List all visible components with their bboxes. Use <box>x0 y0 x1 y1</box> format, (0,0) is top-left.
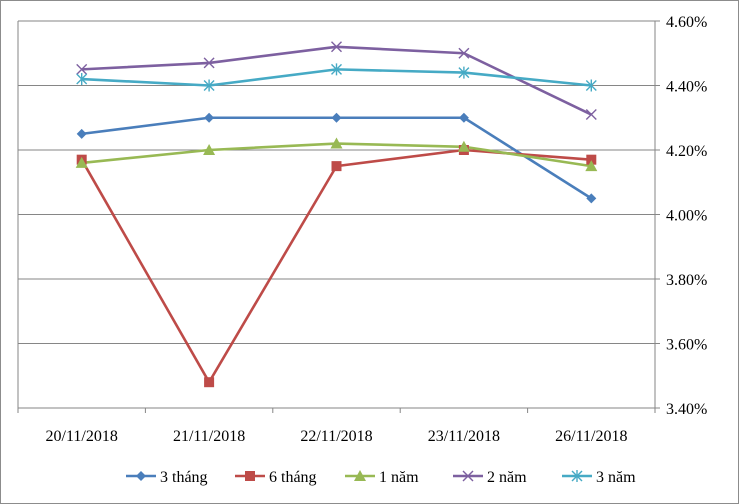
y-tick-label: 3.80% <box>666 272 707 289</box>
legend-label-4: 3 năm <box>596 469 636 486</box>
legend-marker-1 <box>245 471 255 481</box>
data-point-s3-1-stroke-b <box>203 57 215 69</box>
data-point-s1-2 <box>331 161 342 172</box>
data-point-s3-4-stroke-b <box>585 109 597 121</box>
legend-label-0: 3 tháng <box>160 469 208 486</box>
series-line-3 <box>81 45 592 116</box>
data-point-s2-3 <box>457 140 470 152</box>
legend-label-2: 1 năm <box>379 469 419 486</box>
tick-labels: 3.40% 3.60% 3.80% 4.00% 4.20% 4.40% 4.60% 20/11… <box>46 14 708 445</box>
data-point-s0-2 <box>331 112 342 123</box>
data-point-s3-0 <box>76 63 88 75</box>
data-point-s3-1 <box>203 57 215 69</box>
legend: 3 tháng 6 tháng 1 năm 2 năm 3 năm <box>126 469 636 486</box>
legend-marker-3-stroke-b <box>462 470 474 482</box>
series-markers <box>75 41 598 388</box>
series-line-1 <box>80 148 592 384</box>
data-point-s2-2 <box>330 137 343 149</box>
data-point-s2-0 <box>75 156 88 168</box>
data-point-s0-0 <box>76 128 87 139</box>
data-point-s4-1 <box>203 79 215 92</box>
data-point-s3-2 <box>331 41 342 53</box>
data-point-s3-4 <box>585 109 597 121</box>
data-point-s0-4 <box>586 193 597 204</box>
data-point-s4-4 <box>585 79 597 92</box>
data-point-s3-2-stroke-b <box>331 41 342 53</box>
y-tick-label: 4.20% <box>666 143 707 160</box>
data-point-s1-4 <box>586 154 597 165</box>
series-line-0 <box>81 116 592 200</box>
legend-marker-4 <box>571 470 583 482</box>
data-point-s3-3 <box>458 47 470 59</box>
y-tick-label: 4.60% <box>666 14 707 31</box>
data-point-s4-2 <box>331 63 342 76</box>
x-tick-label: 26/11/2018 <box>555 428 627 445</box>
data-point-s4-3 <box>458 66 470 79</box>
y-tick-label: 4.40% <box>666 79 707 96</box>
x-tick-label: 22/11/2018 <box>300 428 372 445</box>
legend-marker-3 <box>462 470 474 482</box>
axes <box>17 20 660 413</box>
data-point-s0-1 <box>204 112 215 123</box>
y-tick-label: 3.60% <box>666 337 707 354</box>
legend-marker-2 <box>354 470 366 481</box>
x-tick-label: 23/11/2018 <box>428 428 500 445</box>
data-point-s1-1 <box>204 377 215 388</box>
y-tick-label: 3.40% <box>666 401 707 418</box>
legend-label-3: 2 năm <box>487 469 527 486</box>
data-point-s2-1 <box>203 144 216 155</box>
x-tick-label: 21/11/2018 <box>173 428 245 445</box>
data-point-s0-3 <box>458 112 469 123</box>
data-point-s3-0-stroke-b <box>76 63 88 75</box>
x-tick-label: 20/11/2018 <box>46 428 118 445</box>
data-point-s3-3-stroke-b <box>458 47 470 59</box>
y-tick-label: 4.00% <box>666 208 707 225</box>
data-point-s4-0 <box>76 73 88 86</box>
legend-label-1: 6 tháng <box>269 469 317 486</box>
data-point-s2-4 <box>585 160 598 172</box>
legend-marker-0 <box>136 471 146 481</box>
